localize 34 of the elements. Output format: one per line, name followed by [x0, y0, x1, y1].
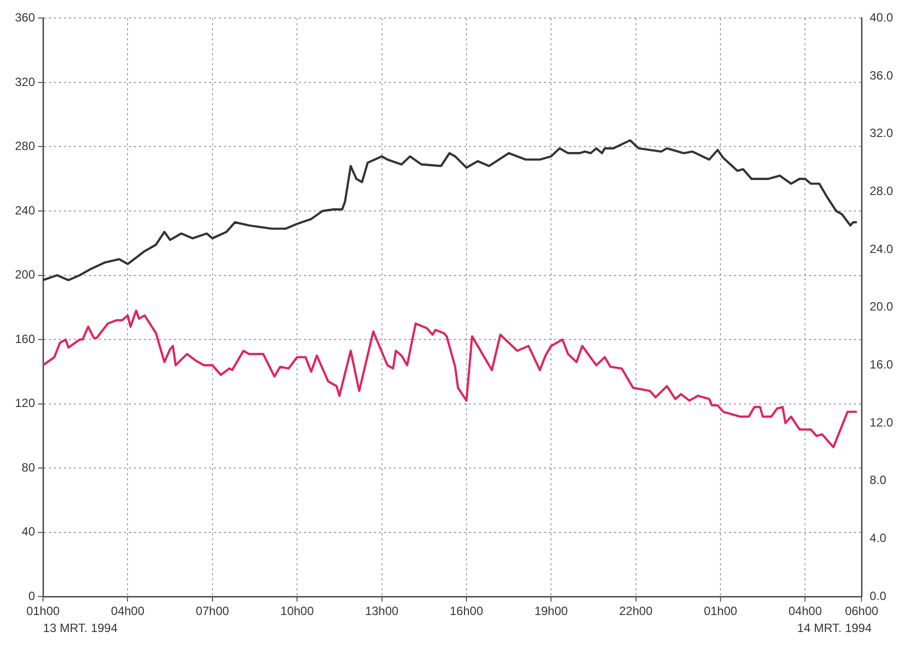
- x-tick-label: 06h00: [844, 604, 879, 618]
- y-tick-label: 280: [14, 139, 36, 154]
- x-tick-label: 04h00: [111, 604, 145, 618]
- y2-tick-label: 20.0: [870, 300, 894, 314]
- x-tick-label: 01h00: [26, 604, 60, 618]
- x-tick-label: 22h00: [619, 604, 653, 618]
- x-tick-label: 13h00: [365, 604, 399, 618]
- y-tick-label: 120: [14, 396, 36, 410]
- text: 14 MRT. 1994: [797, 620, 872, 635]
- y-tick-label: 320: [14, 74, 36, 89]
- y2-tick-label: 32.0: [870, 126, 894, 140]
- x-tick-label: 07h00: [196, 604, 230, 618]
- y-tick-label: 200: [14, 268, 36, 282]
- y2-tick-label: 40.0: [870, 10, 894, 25]
- y-tick-label: 0: [28, 588, 36, 603]
- y2-tick-label: 0.0: [870, 588, 887, 603]
- y2-tick-label: 4.0: [870, 531, 887, 546]
- y2-tick-label: 24.0: [870, 242, 894, 256]
- x-tick-label: 04h00: [788, 604, 822, 618]
- x-tick-label: 19h00: [534, 604, 568, 618]
- y2-tick-label: 12.0: [870, 415, 894, 430]
- y-tick-label: 80: [22, 460, 36, 474]
- y-tick-label: 160: [14, 332, 36, 346]
- y-tick-label: 360: [14, 10, 36, 25]
- x-tick-label: 10h00: [280, 604, 314, 618]
- y-tick-label: 240: [14, 203, 36, 218]
- text: 13 MRT. 1994: [43, 620, 118, 635]
- x-tick-label: 16h00: [450, 604, 484, 618]
- y-tick-label: 40: [22, 524, 36, 539]
- y2-tick-label: 16.0: [870, 358, 894, 372]
- y2-tick-label: 36.0: [870, 68, 894, 82]
- y2-tick-label: 28.0: [870, 184, 894, 198]
- y2-tick-label: 8.0: [870, 473, 887, 488]
- x-tick-label: 01h00: [704, 604, 738, 618]
